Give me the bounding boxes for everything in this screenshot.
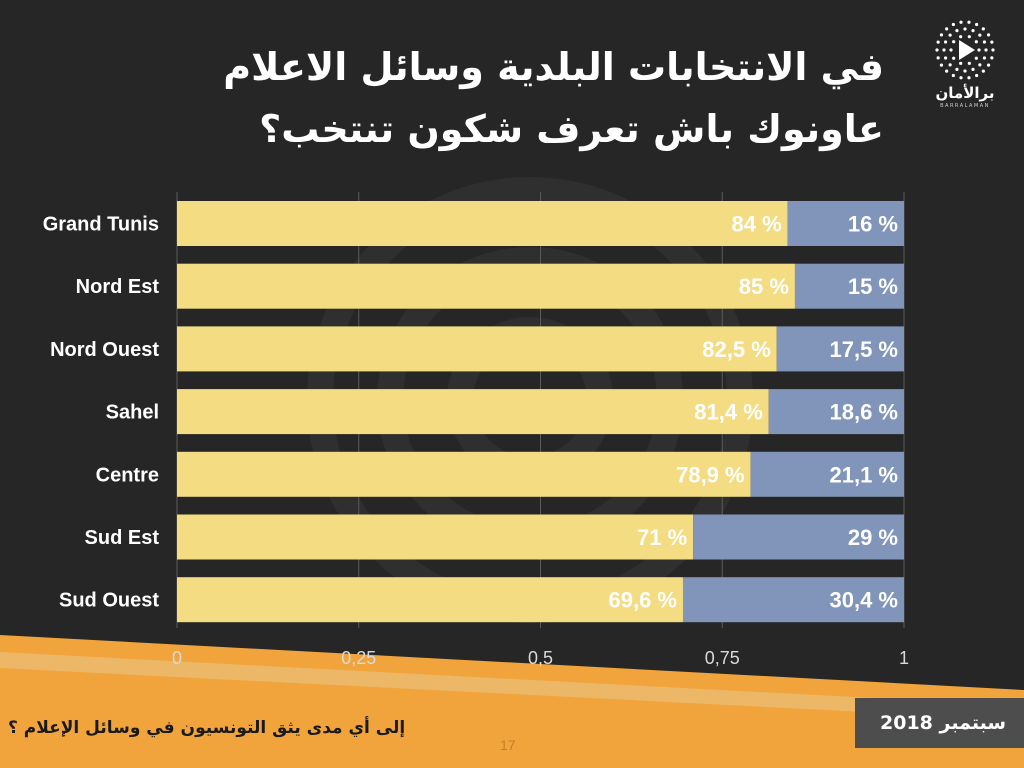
footer-date-box (855, 698, 1024, 748)
category-label: Nord Est (76, 276, 160, 298)
data-label-no: 21,1 % (830, 462, 899, 487)
page-title: في الانتخابات البلدية وسائل الاعلام عاون… (124, 36, 884, 160)
bar-segment-yes (177, 514, 694, 560)
category-label: Grand Tunis (43, 214, 159, 236)
data-label-yes: 85 % (739, 274, 789, 299)
bar-segment-yes (177, 451, 751, 497)
footer-question: إلى أي مدى يثق التونسيون في وسائل الإعلا… (8, 718, 406, 738)
x-tick-label: 0,5 (528, 648, 553, 668)
data-label-no: 30,4 % (830, 588, 899, 613)
logo: برالأمان BARRALAMAN (925, 16, 1005, 116)
category-label: Centre (96, 464, 159, 486)
category-label: Sud Ouest (59, 590, 159, 612)
bar-segment-yes (177, 326, 777, 372)
data-label-yes: 78,9 % (676, 462, 745, 487)
bar-segment-yes (177, 263, 795, 309)
title-line-2: عاونوك باش تعرف شكون تنتخب؟ (259, 107, 884, 151)
logo-subtitle: BARRALAMAN (940, 103, 990, 109)
bar-segment-yes (177, 389, 769, 435)
data-label-no: 17,5 % (830, 337, 899, 362)
title-line-1: في الانتخابات البلدية وسائل الاعلام (223, 45, 884, 89)
bar-segment-no (768, 389, 904, 435)
footer-date: سبتمبر 2018 (880, 712, 1007, 734)
data-label-no: 29 % (848, 525, 898, 550)
x-tick-label: 0 (172, 648, 182, 668)
category-label: Nord Ouest (50, 339, 159, 361)
page-number: 17 (500, 737, 516, 753)
x-tick-label: 0,25 (341, 648, 376, 668)
x-tick-label: 1 (899, 648, 909, 668)
x-tick-label: 0,75 (705, 648, 740, 668)
data-label-yes: 82,5 % (702, 337, 771, 362)
stacked-bar-chart: 0 0,25 0,5 0,75 1 Grand Tunis 84 % 16 % Nord Est… (43, 192, 909, 668)
data-label-no: 16 % (848, 212, 898, 237)
data-label-yes: 81,4 % (694, 400, 763, 425)
bar-segment-yes (177, 577, 683, 623)
logo-name: برالأمان (935, 84, 995, 102)
data-label-no: 18,6 % (830, 400, 899, 425)
bar-segment-no (750, 451, 904, 497)
bar-segment-no (787, 201, 904, 246)
bar-segment-no (693, 514, 904, 560)
bar-segment-no (682, 577, 904, 623)
category-label: Sud Est (85, 527, 160, 549)
data-label-yes: 71 % (637, 525, 687, 550)
data-label-no: 15 % (848, 274, 898, 299)
data-label-yes: 84 % (732, 212, 782, 237)
bar-segment-no (776, 326, 904, 372)
category-label: Sahel (106, 402, 159, 424)
bar-segment-no (794, 263, 904, 309)
logo-dots-icon (935, 20, 995, 80)
data-label-yes: 69,6 % (608, 588, 677, 613)
bar-segment-yes (177, 201, 788, 246)
